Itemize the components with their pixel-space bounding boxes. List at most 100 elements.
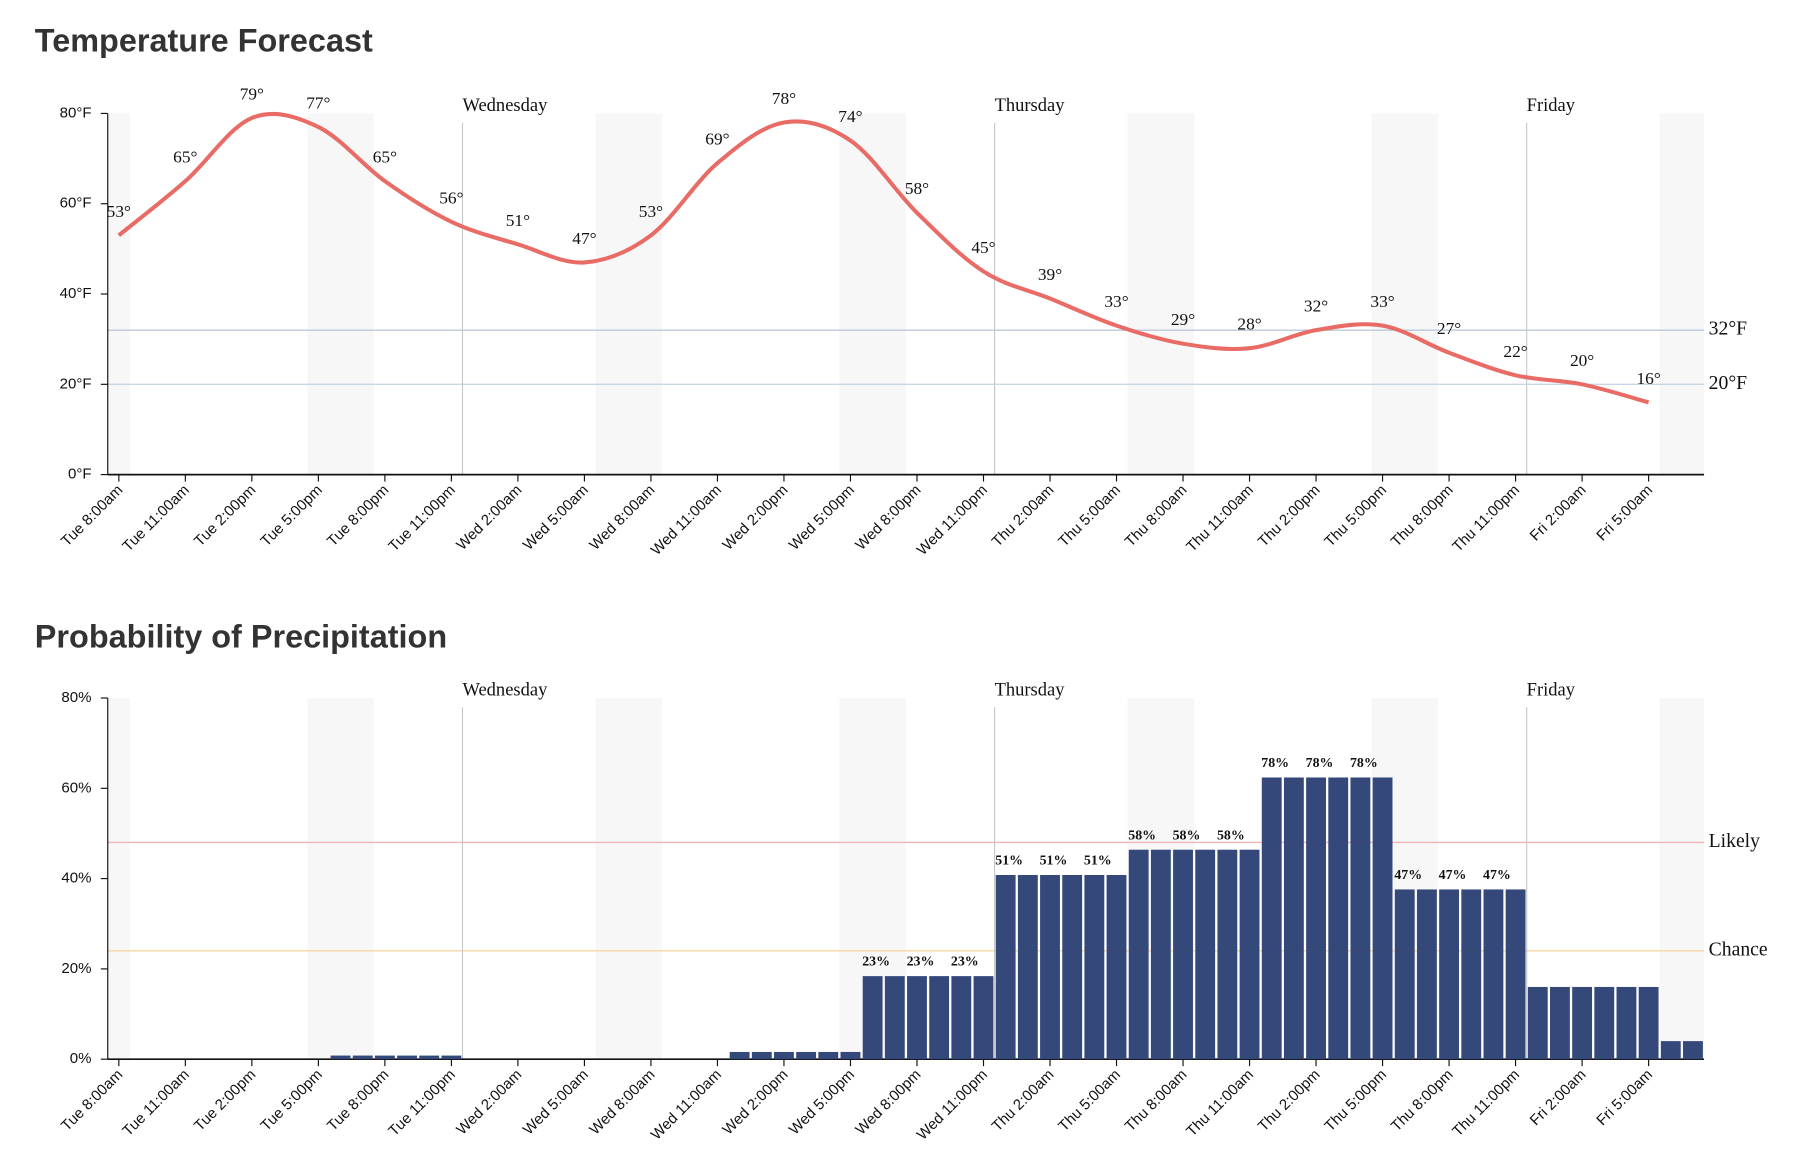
day-label: Wednesday [462,680,548,701]
data-label: 39° [1038,265,1062,284]
x-tick-label: Tue 11:00am [119,482,192,555]
x-tick-label: Fri 2:00am [1527,482,1590,545]
bar [1683,1041,1703,1060]
data-label: 65° [173,148,197,167]
x-tick-label: Thu 8:00am [1122,1066,1191,1135]
bar [1350,777,1371,1060]
reference-label: 32°F [1709,318,1748,340]
bar [1261,777,1282,1060]
y-tick-label: 60% [61,779,91,796]
x-tick-label: Wed 5:00pm [786,1066,858,1138]
bar [1439,889,1460,1060]
bar [1173,849,1193,1060]
x-tick-label: Tue 2:00pm [191,1066,259,1134]
x-tick-label: Thu 11:00am [1183,1066,1257,1140]
bar [1372,777,1393,1060]
bar [1084,874,1105,1060]
night-shade [307,113,374,475]
bar [397,1055,417,1060]
night-shade [1659,698,1705,1060]
night-shade [839,113,906,475]
bar [1660,1041,1681,1060]
bar [774,1051,794,1060]
bar [862,976,883,1060]
bar [1062,874,1083,1060]
bar [1394,889,1415,1060]
bar [352,1055,373,1060]
bar [1306,777,1326,1060]
x-tick-label: Thu 11:00am [1183,482,1257,556]
bar [1483,889,1504,1060]
x-tick-label: Wed 5:00am [520,482,592,554]
day-label: Thursday [995,95,1066,116]
bar [374,1055,395,1060]
bar [1150,849,1171,1060]
data-label: 47% [1394,868,1422,883]
reference-label: 20°F [1709,372,1748,394]
bar [1461,889,1482,1060]
bar [907,976,927,1060]
data-label: 58% [1173,828,1201,843]
x-tick-label: Thu 5:00pm [1321,1066,1390,1135]
x-tick-label: Wed 2:00pm [719,1066,791,1138]
bar [840,1051,861,1060]
day-label: Thursday [995,680,1066,701]
temperature-line [117,111,1650,405]
night-shade [307,698,374,1060]
x-tick-label: Thu 5:00am [1055,482,1124,551]
x-tick-label: Wed 5:00am [520,1066,592,1138]
x-tick-label: Thu 2:00am [989,1066,1058,1135]
data-label: 51° [506,211,530,230]
night-shade [1371,113,1438,475]
night-shade [1127,113,1195,475]
bar [1195,849,1216,1060]
data-label: 58° [905,179,929,198]
data-label: 47° [572,229,596,248]
x-tick-label: Wed 8:00am [586,482,658,554]
x-tick-label: Wed 2:00am [453,482,525,554]
y-tick-label: 80°F [60,104,92,121]
bar [419,1055,440,1060]
data-label: 58% [1217,828,1245,843]
x-tick-label: Wed 11:00am [648,482,725,559]
x-tick-label: Tue 5:00pm [257,1066,325,1134]
bar [751,1051,772,1060]
data-label: 69° [705,130,729,149]
bar [1017,874,1038,1060]
data-label: 53° [107,202,131,221]
x-tick-label: Tue 11:00am [119,1066,192,1139]
x-tick-label: Wed 8:00pm [852,482,924,554]
x-tick-label: Fri 5:00am [1593,1066,1656,1129]
night-shade [107,698,130,1060]
bar [796,1051,817,1060]
bar [995,874,1016,1060]
data-label: 78° [772,89,796,108]
x-tick-label: Thu 8:00pm [1388,482,1457,551]
x-tick-label: Wed 5:00pm [786,482,858,554]
x-tick-label: Tue 8:00pm [324,482,392,550]
data-label: 23% [862,955,890,970]
bar [1283,777,1304,1060]
day-label: Friday [1527,680,1576,701]
bar [951,976,972,1060]
bar [1128,849,1149,1060]
bar [330,1055,351,1060]
x-tick-label: Thu 2:00pm [1255,482,1324,551]
data-label: 29° [1171,310,1195,329]
data-label: 51% [1084,854,1112,869]
x-tick-label: Wed 11:00pm [914,482,991,559]
x-tick-label: Tue 11:00pm [385,482,458,555]
bar [1106,874,1127,1060]
day-label: Friday [1527,95,1576,116]
y-tick-label: 40% [61,870,91,887]
x-tick-label: Tue 5:00pm [257,482,325,550]
x-tick-label: Thu 2:00am [989,482,1058,551]
y-tick-label: 20°F [60,375,92,392]
data-label: 33° [1370,292,1394,311]
y-tick-label: 40°F [60,285,92,302]
data-label: 74° [838,107,862,126]
x-tick-label: Thu 5:00pm [1321,482,1390,551]
x-tick-label: Wed 11:00am [648,1066,725,1143]
x-tick-label: Wed 8:00am [586,1066,658,1138]
